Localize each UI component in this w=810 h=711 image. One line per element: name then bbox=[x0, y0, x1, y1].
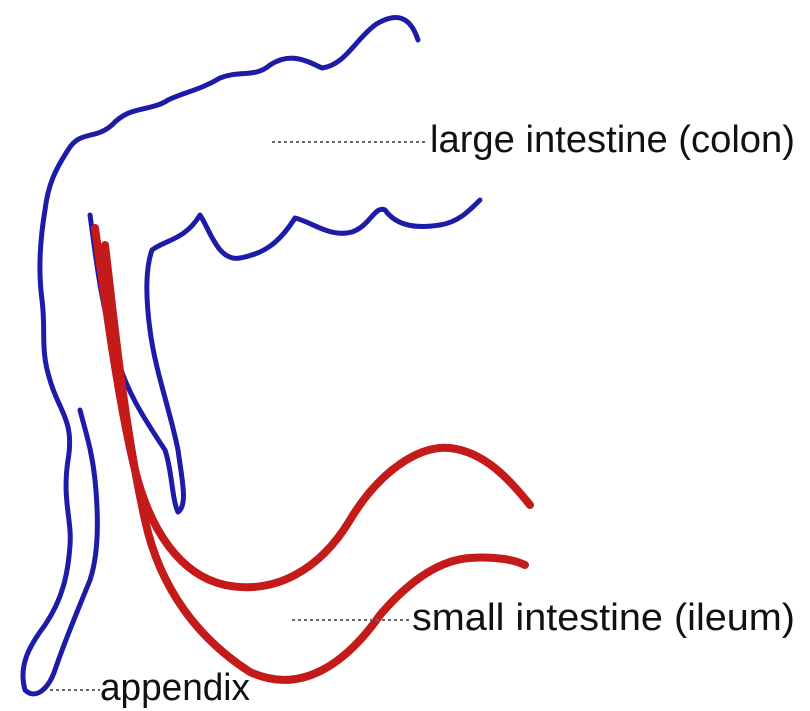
label-appendix: appendix bbox=[100, 667, 250, 709]
colon-inner-outline bbox=[87, 197, 483, 515]
label-small-intestine: small intestine (ileum) bbox=[412, 597, 795, 639]
label-large-intestine: large intestine (colon) bbox=[430, 119, 795, 161]
ileum-upper bbox=[91, 224, 534, 592]
colon-outer-outline bbox=[20, 15, 421, 697]
ileum-lower bbox=[101, 241, 529, 684]
